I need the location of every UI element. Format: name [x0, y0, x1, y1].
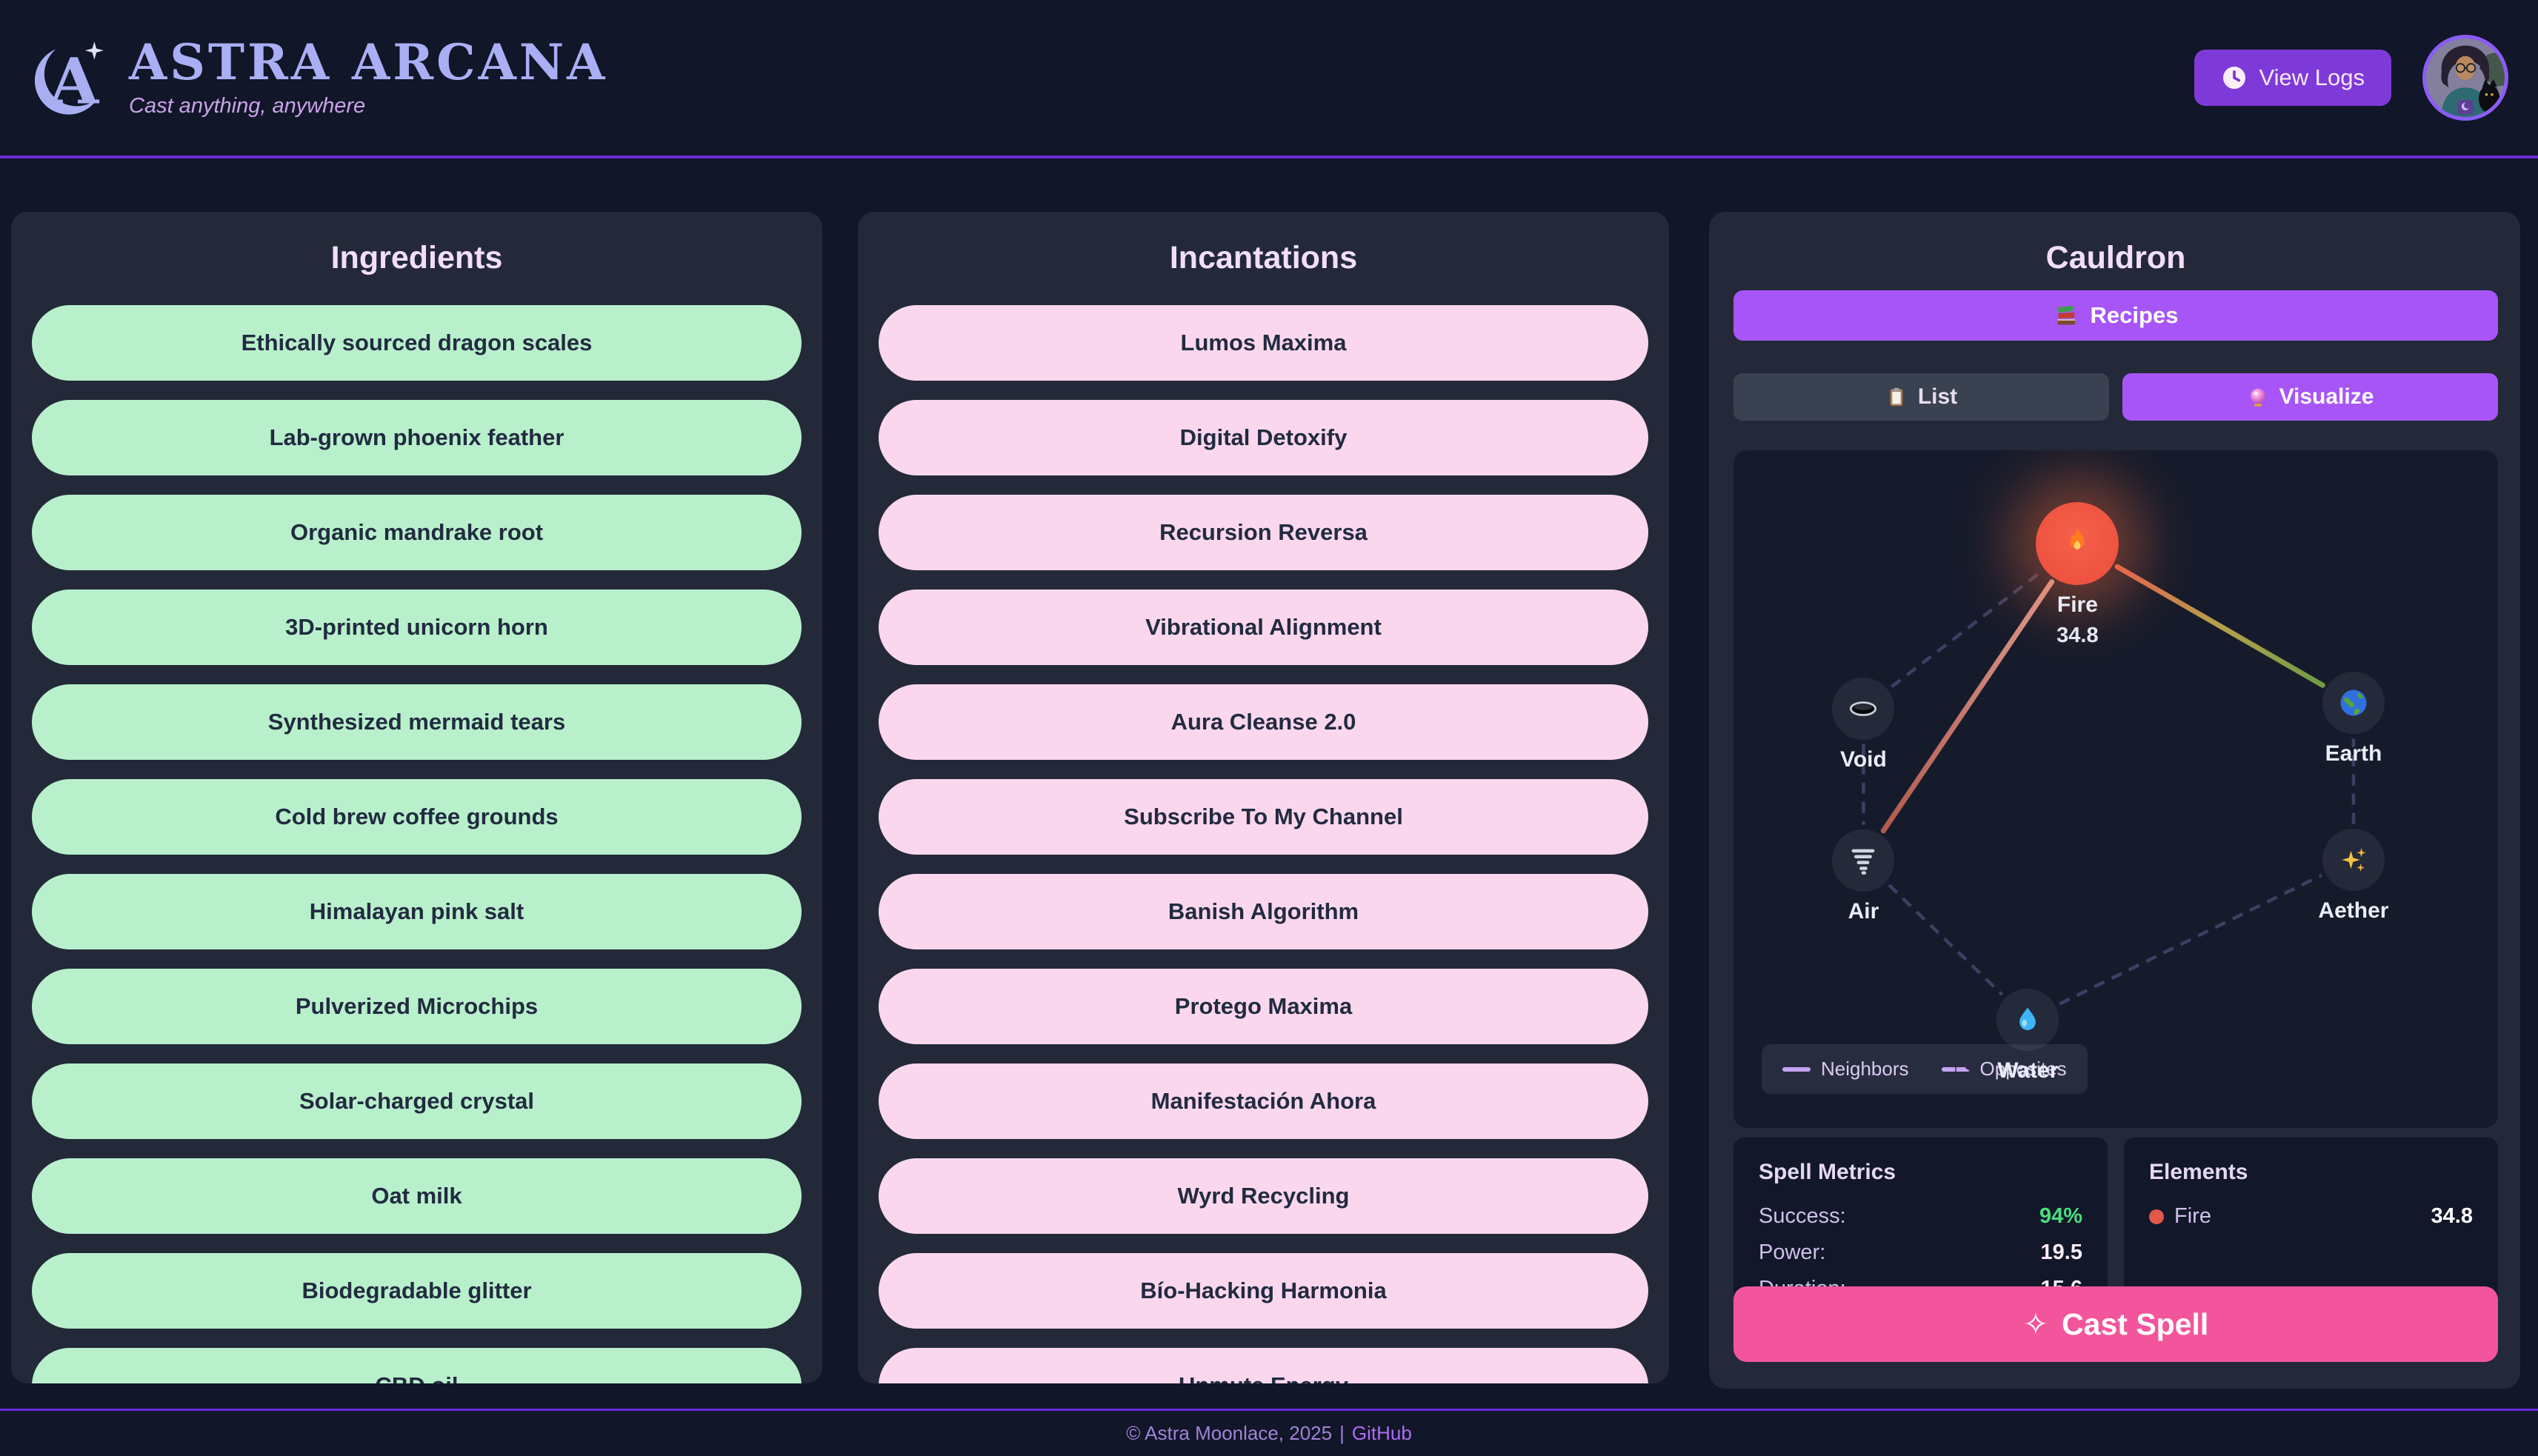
- recipes-label: Recipes: [2090, 302, 2179, 328]
- graph-edges: [1862, 564, 2356, 1006]
- ingredient-pill[interactable]: Ethically sourced dragon scales: [32, 305, 802, 381]
- node-label-aether: Aether: [2318, 898, 2389, 923]
- ingredients-title: Ingredients: [330, 240, 503, 275]
- node-label-water: Water: [1997, 1058, 2059, 1083]
- ingredient-pill[interactable]: Biodegradable glitter: [32, 1253, 802, 1329]
- ingredient-pill[interactable]: Pulverized Microchips: [32, 969, 802, 1044]
- copyright-text: © Astra Moonlace, 2025: [1126, 1422, 1333, 1444]
- view-toggle: List Visualize: [1733, 373, 2498, 421]
- list-view-label: List: [1917, 384, 1958, 409]
- incantations-title: Incantations: [1169, 240, 1358, 275]
- incantation-pill[interactable]: Banish Algorithm: [879, 874, 1648, 949]
- footer-separator: |: [1339, 1422, 1345, 1444]
- elements-title: Elements: [2149, 1160, 2248, 1184]
- legend-item-neighbors: Neighbors: [1782, 1058, 1909, 1081]
- node-label-air: Air: [1848, 898, 1879, 924]
- aether-icon[interactable]: [2322, 828, 2385, 891]
- ingredient-pill[interactable]: Cold brew coffee grounds: [32, 779, 802, 855]
- books-icon: [2054, 303, 2079, 328]
- graph-legend: Neighbors Opposites: [1762, 1044, 2088, 1094]
- list-view-button[interactable]: List: [1733, 373, 2109, 421]
- visualize-view-label: Visualize: [2279, 384, 2374, 409]
- incantation-pill[interactable]: Subscribe To My Channel: [879, 779, 1648, 855]
- incantation-pill[interactable]: Unmute Energy: [879, 1348, 1648, 1383]
- visualize-view-button[interactable]: Visualize: [2122, 373, 2498, 421]
- dashed-line-swatch: [1941, 1066, 1970, 1072]
- incantation-pill[interactable]: Recursion Reversa: [879, 495, 1648, 570]
- app-header: A ASTRA ARCANA Cast anything, anywhere V…: [0, 0, 2538, 158]
- incantation-pill[interactable]: Aura Cleanse 2.0: [879, 684, 1648, 760]
- incantation-pill[interactable]: Bío-Hacking Harmonia: [879, 1253, 1648, 1329]
- node-label-earth: Earth: [2325, 741, 2382, 767]
- element-row: Fire 34.8: [2149, 1204, 2473, 1229]
- node-label-fire: Fire: [2056, 592, 2098, 618]
- legend-item-opposites: Opposites: [1941, 1058, 2067, 1081]
- incantation-pill[interactable]: Wyrd Recycling: [879, 1158, 1648, 1234]
- element-graph: Neighbors Opposites Fire 34.8 Void Air Water A…: [1733, 450, 2498, 1128]
- incantation-pill[interactable]: Protego Maxima: [879, 969, 1648, 1044]
- earth-icon[interactable]: [2322, 672, 2385, 735]
- metric-row: Success: 94%: [1759, 1204, 2082, 1228]
- recipes-button[interactable]: Recipes: [1733, 290, 2498, 341]
- ingredient-pill[interactable]: Organic mandrake root: [32, 495, 802, 570]
- svg-text:A: A: [49, 44, 100, 118]
- ingredient-pill[interactable]: Himalayan pink salt: [32, 874, 802, 949]
- void-icon[interactable]: [1832, 677, 1895, 740]
- ingredient-pill[interactable]: Oat milk: [32, 1158, 802, 1234]
- view-logs-label: View Logs: [2259, 64, 2365, 90]
- incantation-pill[interactable]: Lumos Maxima: [879, 305, 1648, 381]
- ingredient-pill[interactable]: Lab-grown phoenix feather: [32, 400, 802, 475]
- crystal-ball-icon: [2247, 386, 2269, 408]
- element-dot: [2149, 1209, 2164, 1224]
- cast-spell-label: Cast Spell: [2062, 1306, 2209, 1341]
- spell-metrics-title: Spell Metrics: [1759, 1160, 1896, 1184]
- ingredients-list: Ethically sourced dragon scales Lab-grown…: [32, 305, 802, 1383]
- air-icon[interactable]: [1832, 829, 1895, 892]
- ingredient-pill[interactable]: CBD oil: [32, 1348, 802, 1383]
- github-link[interactable]: GitHub: [1351, 1422, 1412, 1444]
- incantation-pill[interactable]: Digital Detoxify: [879, 400, 1648, 475]
- node-value-fire: 34.8: [2056, 624, 2099, 648]
- clock-icon: [2221, 64, 2248, 91]
- sparkle-icon: ✧: [2022, 1307, 2049, 1341]
- node-label-void: Void: [1840, 747, 1887, 772]
- avatar[interactable]: [2422, 35, 2508, 121]
- ingredient-pill[interactable]: 3D-printed unicorn horn: [32, 590, 802, 665]
- app-logo: A: [30, 33, 107, 122]
- main-content: Ingredients Ethically sourced dragon sca…: [11, 212, 2520, 1389]
- footer: © Astra Moonlace, 2025 | GitHub: [0, 1409, 2538, 1456]
- view-logs-button[interactable]: View Logs: [2194, 50, 2391, 106]
- tagline: Cast anything, anywhere: [129, 94, 366, 118]
- metric-row: Power: 19.5: [1759, 1240, 2082, 1264]
- incantation-pill[interactable]: Vibrational Alignment: [879, 590, 1648, 665]
- page-title: ASTRA ARCANA: [129, 33, 608, 91]
- water-icon[interactable]: [1996, 988, 2059, 1051]
- ingredient-pill[interactable]: Synthesized mermaid tears: [32, 684, 802, 760]
- ingredient-pill[interactable]: Solar-charged crystal: [32, 1063, 802, 1139]
- clipboard-icon: [1885, 386, 1908, 408]
- cast-spell-button[interactable]: ✧ Cast Spell: [1733, 1286, 2498, 1362]
- incantation-pill[interactable]: Manifestación Ahora: [879, 1063, 1648, 1139]
- solid-line-swatch: [1782, 1066, 1811, 1072]
- cauldron-title: Cauldron: [2045, 240, 2186, 275]
- incantations-list: Lumos Maxima Digital Detoxify Recursion Re…: [879, 305, 1648, 1383]
- ingredients-panel: Ingredients Ethically sourced dragon sca…: [11, 212, 822, 1383]
- cauldron-panel: Cauldron Recipes List Visualize Neighbor…: [1709, 212, 2520, 1389]
- incantations-panel: Incantations Lumos Maxima Digital Detoxif…: [858, 212, 1669, 1383]
- fire-icon[interactable]: [2036, 502, 2119, 586]
